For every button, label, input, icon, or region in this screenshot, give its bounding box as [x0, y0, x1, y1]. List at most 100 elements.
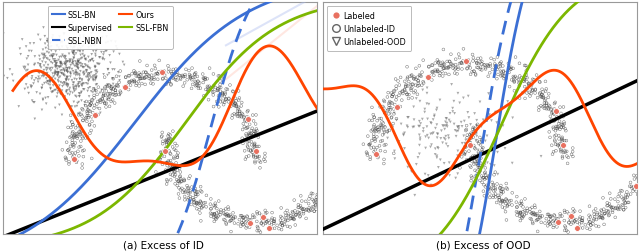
Point — [205, 202, 216, 206]
Point — [68, 50, 79, 54]
Text: (b) Excess of OOD: (b) Excess of OOD — [436, 239, 531, 249]
Point — [439, 67, 449, 71]
Point — [27, 85, 37, 89]
Point — [192, 201, 202, 205]
Point — [483, 65, 493, 69]
Point — [213, 94, 223, 99]
Point — [470, 147, 481, 151]
Point — [485, 63, 495, 67]
Point — [376, 124, 387, 128]
Point — [74, 112, 84, 116]
Point — [509, 89, 520, 93]
Point — [191, 84, 202, 88]
Point — [28, 82, 38, 86]
Point — [329, 150, 339, 154]
Point — [389, 149, 399, 153]
Point — [383, 112, 394, 116]
Point — [162, 140, 172, 144]
Point — [191, 193, 201, 197]
Point — [366, 146, 376, 150]
Point — [65, 59, 76, 63]
Point — [465, 123, 476, 127]
Point — [70, 94, 81, 99]
Point — [75, 92, 85, 97]
Point — [527, 220, 538, 224]
Point — [214, 86, 225, 90]
Point — [499, 75, 509, 79]
Point — [507, 203, 517, 207]
Point — [86, 129, 96, 133]
Point — [96, 51, 106, 55]
Point — [72, 135, 83, 139]
Point — [83, 79, 93, 83]
Point — [443, 145, 453, 149]
Point — [546, 108, 556, 112]
Point — [68, 145, 79, 149]
Point — [551, 220, 561, 224]
Point — [92, 113, 102, 117]
Point — [481, 176, 491, 180]
Point — [552, 127, 563, 131]
Point — [308, 205, 318, 209]
Point — [308, 199, 319, 203]
Point — [68, 123, 78, 127]
Point — [174, 179, 184, 183]
Point — [399, 80, 410, 84]
Point — [125, 80, 135, 84]
Point — [85, 104, 95, 108]
Point — [354, 136, 364, 140]
Point — [552, 217, 562, 221]
Point — [166, 83, 176, 87]
Point — [535, 216, 545, 220]
Point — [593, 225, 604, 229]
Point — [480, 66, 490, 70]
Point — [89, 124, 99, 128]
Point — [61, 158, 71, 162]
Point — [84, 123, 95, 127]
Point — [479, 194, 490, 198]
Point — [445, 60, 455, 65]
Point — [257, 213, 267, 217]
Point — [200, 76, 210, 80]
Point — [156, 150, 166, 154]
Point — [461, 158, 472, 162]
Point — [187, 78, 197, 82]
Point — [495, 186, 506, 190]
Point — [82, 120, 92, 124]
Point — [173, 151, 183, 155]
Point — [327, 180, 337, 184]
Point — [538, 96, 548, 100]
Point — [433, 61, 444, 65]
Point — [560, 149, 570, 153]
Point — [69, 157, 79, 161]
Point — [482, 183, 492, 187]
Point — [244, 116, 254, 120]
Point — [497, 199, 508, 203]
Point — [518, 215, 529, 219]
Point — [552, 143, 563, 147]
Point — [568, 217, 579, 221]
Point — [158, 140, 168, 144]
Point — [422, 86, 432, 90]
Point — [365, 142, 376, 146]
Point — [51, 89, 61, 93]
Point — [239, 125, 250, 129]
Point — [604, 213, 614, 217]
Point — [224, 214, 234, 218]
Point — [61, 70, 72, 74]
Point — [243, 117, 253, 121]
Point — [35, 77, 45, 81]
Point — [61, 84, 72, 88]
Point — [267, 211, 277, 215]
Point — [248, 154, 259, 158]
Point — [535, 81, 545, 85]
Point — [549, 218, 559, 223]
Point — [63, 92, 73, 97]
Point — [557, 139, 568, 143]
Point — [577, 221, 587, 225]
Point — [39, 69, 49, 73]
Point — [226, 230, 236, 234]
Point — [497, 199, 508, 203]
Point — [476, 125, 486, 129]
Point — [557, 140, 567, 144]
